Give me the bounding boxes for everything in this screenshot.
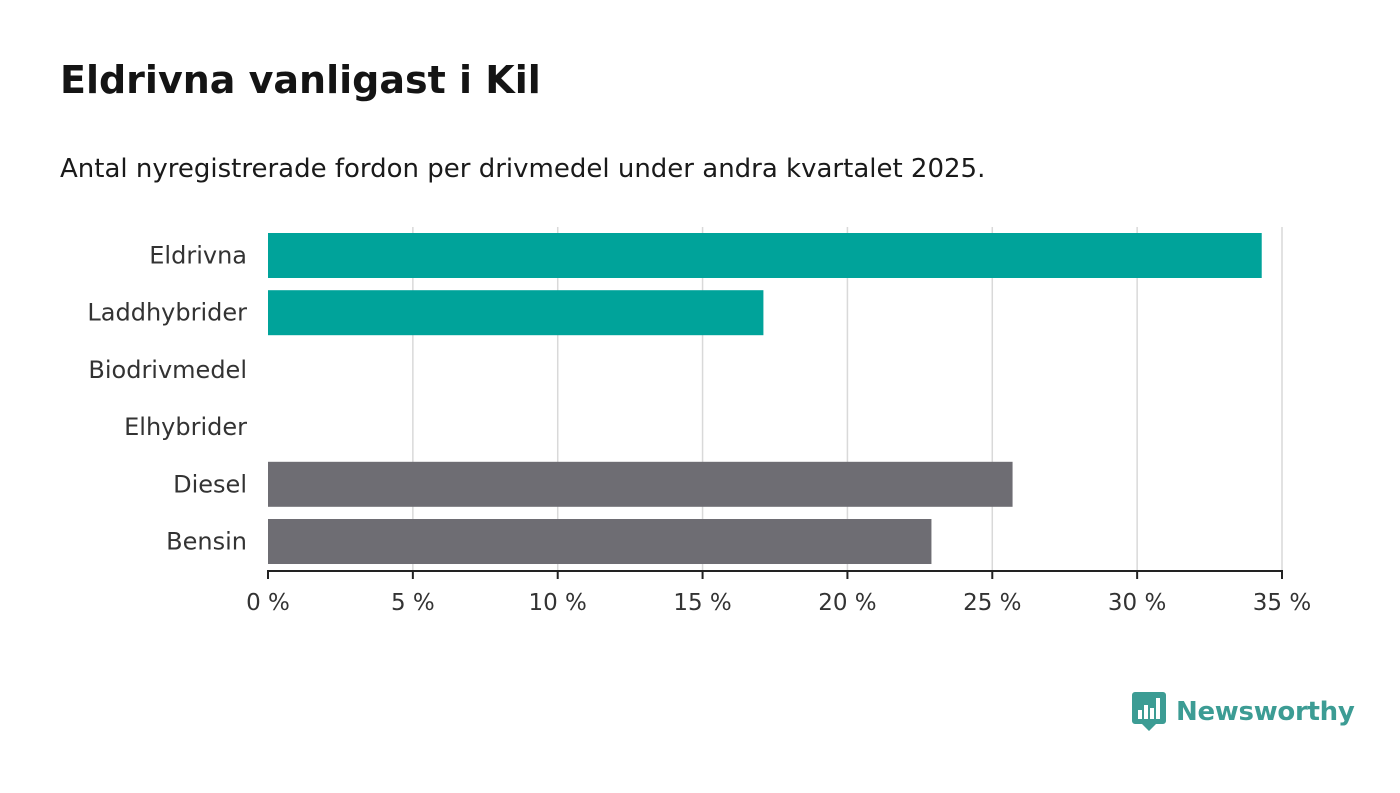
x-tick-label: 20 % (818, 590, 876, 616)
bar-diesel (268, 461, 1013, 507)
bar-eldrivna (268, 233, 1262, 278)
bars (268, 233, 1262, 564)
bar-laddhybrider (268, 290, 764, 336)
x-tick-label: 35 % (1253, 590, 1311, 616)
brand-name: Newsworthy (1176, 697, 1355, 727)
category-labels: Eldrivna Laddhybrider Biodrivmedel Elhybrid… (87, 242, 247, 556)
bar-bensin (268, 519, 932, 564)
x-tick-label: 15 % (673, 590, 731, 616)
chart-subtitle: Antal nyregistrerade fordon per drivmede… (60, 154, 986, 184)
x-axis: 0 % 5 % 10 % 15 % 20 % 25 % 30 % 35 % (246, 570, 1311, 616)
category-label: Bensin (166, 528, 247, 556)
category-label: Laddhybrider (87, 299, 247, 327)
x-tick-label: 5 % (391, 590, 435, 616)
newsworthy-logo-icon (1132, 692, 1166, 731)
category-label: Biodrivmedel (88, 356, 247, 384)
x-tick-label: 25 % (963, 590, 1021, 616)
grid-lines (412, 227, 1283, 571)
chart-title: Eldrivna vanligast i Kil (60, 58, 541, 102)
x-tick-label: 0 % (246, 590, 290, 616)
category-label: Diesel (173, 470, 247, 498)
newsworthy-logo: Newsworthy (1132, 692, 1355, 732)
x-tick-label: 10 % (528, 590, 586, 616)
category-label: Eldrivna (149, 242, 247, 270)
x-tick-label: 30 % (1108, 590, 1166, 616)
category-label: Elhybrider (124, 413, 247, 441)
